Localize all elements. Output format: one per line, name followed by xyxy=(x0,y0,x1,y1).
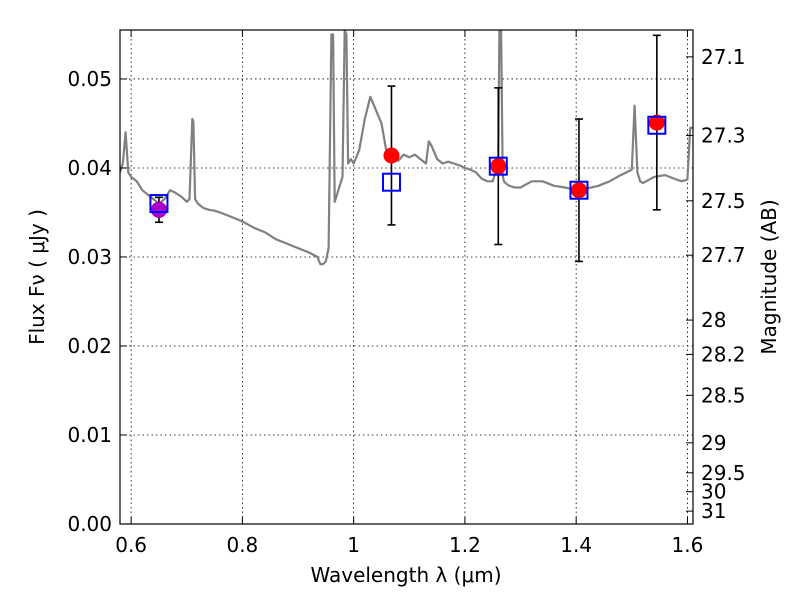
y2-tick-label: 28.2 xyxy=(701,342,746,366)
x-tick-label: 1.6 xyxy=(672,533,704,557)
y2-tick-label: 29.5 xyxy=(701,461,746,485)
x-tick-label: 0.8 xyxy=(226,533,258,557)
data-point xyxy=(570,182,587,199)
data-point xyxy=(150,201,167,218)
y-axis-title: Flux Fν ( μJy ) xyxy=(25,209,49,345)
y-tick-label: 0.05 xyxy=(67,67,112,91)
data-point xyxy=(648,114,665,131)
x-tick-label: 1 xyxy=(347,533,360,557)
y2-tick-label: 27.1 xyxy=(701,45,746,69)
y2-tick-label: 28.5 xyxy=(701,383,746,407)
y-tick-label: 0.00 xyxy=(67,512,112,536)
y2-tick-label: 31 xyxy=(701,499,726,523)
model-square-marker xyxy=(569,180,589,200)
x-tick-label: 1.4 xyxy=(560,533,592,557)
y2-tick-label: 28 xyxy=(701,308,726,332)
y2-tick-label: 27.3 xyxy=(701,123,746,147)
spectrum-line xyxy=(120,30,693,266)
x-tick-label: 0.6 xyxy=(115,533,147,557)
data-point xyxy=(490,158,507,175)
data-point xyxy=(383,147,400,164)
plot-area xyxy=(120,30,693,266)
model-square-marker xyxy=(149,194,169,214)
y-tick-label: 0.04 xyxy=(67,156,112,180)
plot-frame xyxy=(119,29,694,525)
ticks: 0.6 0.8 1 1.2 1.4 1.6 0.00 0.01 0.02 0.03 0.04 0.05… xyxy=(67,30,746,557)
model-square-marker xyxy=(381,172,401,192)
y2-tick-label: 29 xyxy=(701,431,726,455)
y-tick-label: 0.02 xyxy=(67,334,112,358)
y2-tick-label: 30 xyxy=(701,480,726,504)
x-tick-label: 1.2 xyxy=(449,533,481,557)
model-square-marker xyxy=(488,156,508,176)
y2-tick-label: 27.5 xyxy=(701,189,746,213)
y2-axis-title: Magnitude (AB) xyxy=(757,199,781,354)
x-axis-title: Wavelength λ (μm) xyxy=(310,563,501,587)
y2-tick-label: 27.7 xyxy=(701,243,746,267)
y-tick-label: 0.03 xyxy=(67,245,112,269)
model-square-marker xyxy=(647,115,667,135)
y-tick-label: 0.01 xyxy=(67,423,112,447)
